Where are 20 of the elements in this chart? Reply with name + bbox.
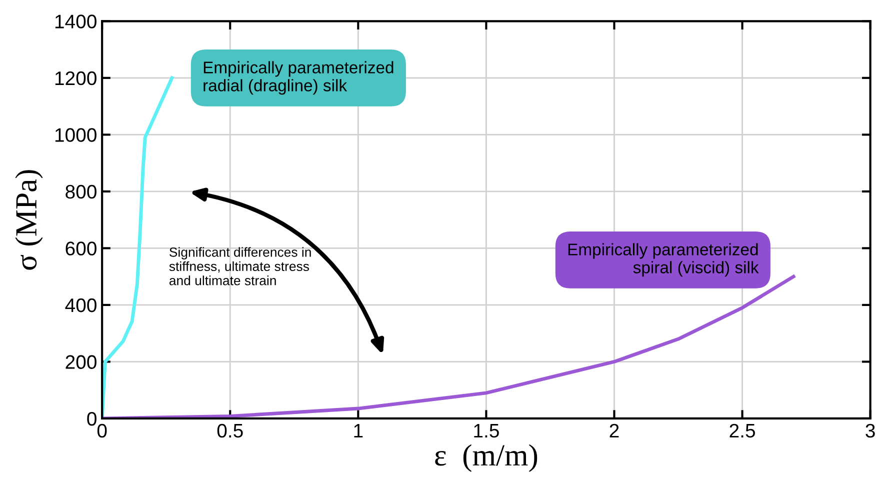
x-tick-label: 3	[866, 424, 875, 438]
y-tick-label: 1200	[55, 71, 96, 86]
y-tick-label: 0	[87, 412, 96, 426]
y-tick-label: 800	[66, 184, 96, 199]
x-tick-label: 0	[97, 424, 107, 438]
x-tick-label: 2.5	[730, 424, 755, 438]
y-tick-label: 200	[66, 355, 96, 369]
y-axis-title: σ (MPa)	[15, 170, 43, 270]
y-tick-label: 1000	[55, 128, 96, 142]
annotation: Significant differences in stiffness, ultimate stress and ultimate strain	[169, 247, 311, 286]
x-tick-label: 0.5	[217, 424, 243, 438]
y-tick-label: 400	[65, 298, 96, 312]
y-tick-label: 1400	[55, 14, 96, 28]
x-tick-label: 1	[354, 424, 363, 438]
x-tick-label: 2	[610, 424, 619, 438]
x-tick-label: 1.5	[474, 424, 499, 438]
y-tick-label: 600	[66, 242, 96, 256]
x-axis-title: ε (m/m)	[435, 444, 538, 472]
series-label: Empirically parameterized radial (dragline) silk	[204, 61, 394, 95]
series-label: Empirically parameterized spiral (viscid) silk	[568, 243, 759, 277]
